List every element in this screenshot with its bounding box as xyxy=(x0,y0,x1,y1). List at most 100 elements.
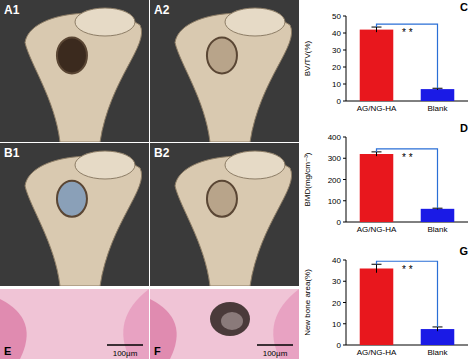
y-axis xyxy=(346,137,347,222)
y-tick-label: 40 xyxy=(332,256,341,265)
bar xyxy=(360,269,394,346)
error-bar xyxy=(433,327,443,331)
y-tick-label: 0 xyxy=(337,218,342,227)
panel-label: A2 xyxy=(154,3,170,17)
defect xyxy=(207,181,237,217)
error-bar xyxy=(372,152,382,156)
tissue xyxy=(150,299,177,359)
plot-area xyxy=(360,27,455,101)
panel-label: B2 xyxy=(154,146,170,160)
y-tick-label: 10 xyxy=(332,320,341,329)
image-panel: A2 xyxy=(150,0,299,142)
significance-bracket xyxy=(377,149,438,208)
image xyxy=(0,143,149,286)
x-tick-label: AG/NG-HA xyxy=(357,104,397,113)
background xyxy=(150,0,299,142)
panel-label: C xyxy=(460,1,468,13)
bone-head xyxy=(225,8,285,36)
image-panel: B1 xyxy=(0,143,149,286)
y-tick-label: 100 xyxy=(328,197,342,206)
x-tick-label: AG/NG-HA xyxy=(357,348,397,357)
x-tick-label: Blank xyxy=(427,104,448,113)
y-axis-label: BMD(mg/cm⁻³) xyxy=(303,152,312,206)
error-bar xyxy=(372,264,382,273)
y-tick-label: 400 xyxy=(328,133,342,142)
y-axis-label: New bone area(%) xyxy=(303,269,312,336)
panel-label: B1 xyxy=(4,146,20,160)
y-tick-label: 200 xyxy=(328,176,342,185)
plot-area xyxy=(360,264,455,345)
scale-bar xyxy=(107,344,143,346)
material xyxy=(221,312,243,330)
panel-label: A1 xyxy=(4,3,20,17)
error-bar xyxy=(433,88,443,90)
image xyxy=(150,0,299,142)
x-tick-label: AG/NG-HA xyxy=(357,225,397,234)
error-stem xyxy=(376,27,377,32)
y-axis xyxy=(346,16,347,101)
bone-head xyxy=(75,8,135,36)
bar xyxy=(421,89,455,101)
y-tick-label: 0 xyxy=(337,341,342,350)
y-tick-label: 20 xyxy=(332,299,341,308)
bar xyxy=(421,329,455,345)
chart: C BV/TV(%) 0 10 20 30 40 50 AG/NG-HA Blank * * xyxy=(303,1,468,113)
scale-bar-label: 100μm xyxy=(113,349,138,358)
panel-label: D xyxy=(460,122,468,134)
y-axis-label: BV/TV(%) xyxy=(303,40,312,76)
image-panel: E 100μm xyxy=(0,289,149,359)
error-stem xyxy=(437,327,438,331)
image xyxy=(150,143,299,286)
x-tick-label: Blank xyxy=(427,348,448,357)
chart: G New bone area(%) 0 10 20 30 40 AG/NG-HA Blank *… xyxy=(303,245,468,357)
chart: D BMD(mg/cm⁻³) 0 100 200 300 400 AG/NG-HA Blank *… xyxy=(303,122,468,234)
panel-label: F xyxy=(154,345,161,357)
material xyxy=(210,302,250,336)
image xyxy=(0,0,149,142)
plot-area xyxy=(360,152,455,222)
y-tick-label: 20 xyxy=(332,63,341,72)
x-tick-label: Blank xyxy=(427,225,448,234)
panel-label: G xyxy=(459,245,468,257)
y-axis xyxy=(346,260,347,345)
significance-bracket xyxy=(377,261,438,327)
background xyxy=(0,143,149,286)
defect xyxy=(57,37,87,73)
scale-bar-label: 100μm xyxy=(263,349,288,358)
defect xyxy=(57,181,87,217)
significance-bracket xyxy=(377,24,438,88)
y-tick-label: 10 xyxy=(332,80,341,89)
error-stem xyxy=(376,264,377,273)
y-tick-label: 30 xyxy=(332,46,341,55)
background xyxy=(150,289,299,359)
panel-label: E xyxy=(4,345,11,357)
y-tick-label: 30 xyxy=(332,277,341,286)
bar xyxy=(360,154,394,222)
y-tick-label: 40 xyxy=(332,29,341,38)
annotation: * * xyxy=(402,27,413,38)
tissue xyxy=(0,299,27,359)
background xyxy=(0,289,149,359)
image xyxy=(0,289,149,359)
error-bar xyxy=(372,27,382,32)
background xyxy=(0,0,149,142)
image xyxy=(150,289,299,359)
y-tick-label: 300 xyxy=(328,154,342,163)
figure: A1 A2 B1 B2 E 100μm F 100μm C BV/TV(%) 0 10 20 30 40 50… xyxy=(0,0,474,359)
bone-head xyxy=(75,151,135,179)
image-panel: B2 xyxy=(150,143,299,286)
y-tick-label: 0 xyxy=(337,97,342,106)
defect xyxy=(207,37,237,73)
error-bar xyxy=(433,208,443,209)
error-stem xyxy=(376,152,377,156)
bar xyxy=(421,209,455,222)
image-panel: A1 xyxy=(0,0,149,142)
annotation: * * xyxy=(402,264,413,275)
scale-bar xyxy=(257,344,293,346)
annotation: * * xyxy=(402,152,413,163)
y-tick-label: 50 xyxy=(332,12,341,21)
background xyxy=(150,143,299,286)
image-panel: F 100μm xyxy=(150,289,299,359)
bone-head xyxy=(225,151,285,179)
bar xyxy=(360,30,394,101)
